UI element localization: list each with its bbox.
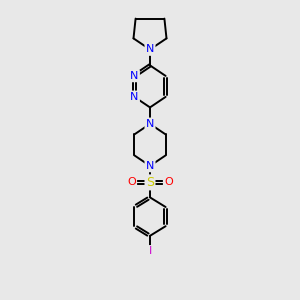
Text: N: N [146, 119, 154, 129]
Text: N: N [146, 161, 154, 171]
Text: N: N [146, 44, 154, 55]
Text: N: N [130, 71, 139, 81]
Text: I: I [148, 246, 152, 256]
Text: S: S [146, 176, 154, 189]
Text: N: N [130, 92, 139, 102]
Text: O: O [127, 177, 136, 188]
Text: O: O [164, 177, 173, 188]
